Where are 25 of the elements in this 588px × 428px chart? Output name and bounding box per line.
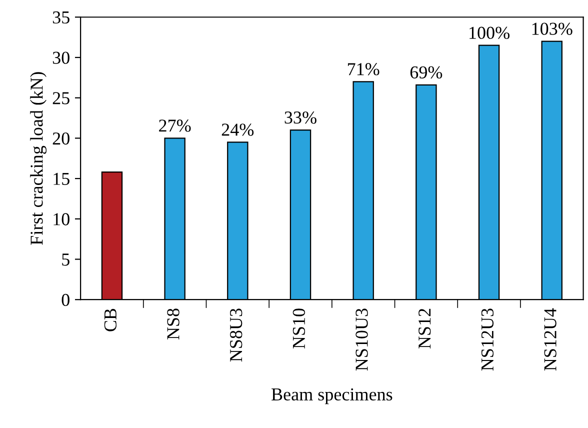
annotation: 33% (284, 111, 316, 124)
y-tick-label: 20 (52, 132, 70, 145)
annotation: 27% (159, 120, 191, 132)
x-tick-label: NS8 (167, 308, 180, 340)
annotation: 24% (222, 124, 254, 136)
x-axis-title: Beam specimens (272, 388, 392, 404)
y-tick-label: 10 (54, 213, 70, 226)
annotation: 103% (532, 22, 572, 35)
y-tick-label: 15 (54, 172, 70, 185)
x-tick-label: NS12U4 (544, 308, 556, 371)
y-tick-label: 5 (62, 254, 70, 266)
x-tick-label: NS8U3 (230, 308, 242, 362)
x-tick-label: NS10 (292, 308, 306, 349)
x-tick-label: NS12 (418, 308, 431, 349)
y-tick-label: 25 (52, 92, 70, 104)
y-tick-label: 35 (52, 11, 70, 24)
annotation: 100% (470, 26, 510, 39)
x-tick-label: NS10U3 (356, 308, 368, 371)
annotation: 71% (348, 63, 380, 76)
y-axis-title: First cracking load (kN) (30, 72, 47, 245)
y-tick-label: 0 (62, 294, 70, 306)
annotation: 69% (410, 66, 442, 79)
x-tick-label: NS12U3 (481, 308, 494, 371)
x-tick-label: CB (104, 308, 116, 332)
y-tick-label: 30 (52, 52, 70, 64)
